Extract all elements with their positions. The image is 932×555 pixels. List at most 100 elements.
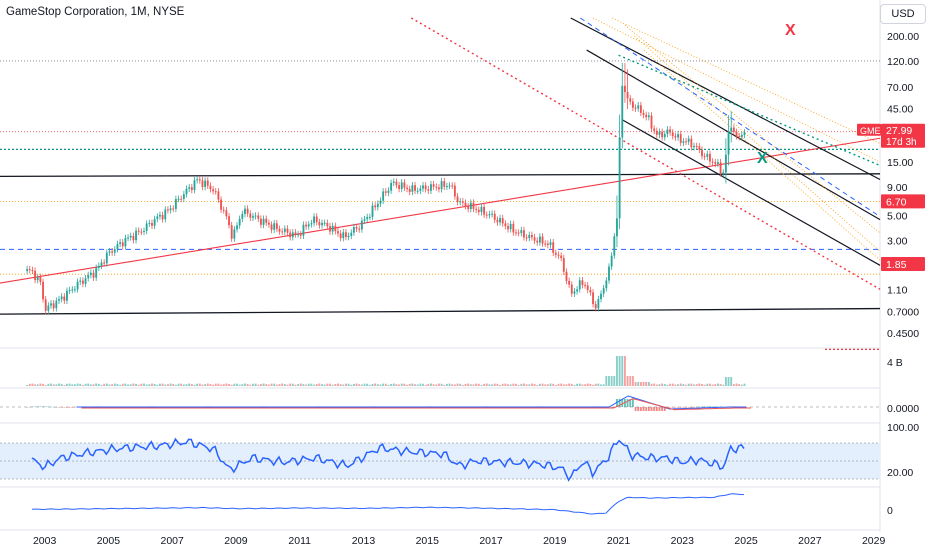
time-axis-label: 2029	[862, 535, 886, 547]
candle-body	[520, 230, 523, 234]
volume-bar	[634, 382, 637, 386]
volume-bar	[313, 384, 315, 386]
volume-bar	[655, 384, 658, 386]
candle-body	[238, 218, 241, 226]
candle-body	[352, 227, 355, 233]
candle-body	[392, 181, 395, 183]
volume-bar	[560, 383, 563, 386]
volume-bar	[275, 384, 278, 386]
macd-bar	[58, 407, 60, 408]
pitchfork-mid-line	[586, 49, 881, 221]
candle-body	[166, 209, 169, 211]
volume-bar	[557, 383, 560, 386]
volume-bar	[376, 384, 379, 386]
macd-bar	[701, 406, 703, 408]
price-axis-label: 9.00	[887, 182, 908, 194]
volume-bar	[345, 383, 347, 386]
candle-body	[459, 201, 462, 203]
candle-body	[52, 303, 55, 309]
candle-body	[28, 269, 31, 271]
candle-body	[222, 209, 225, 211]
volume-bar	[217, 383, 220, 386]
macd-bar	[639, 407, 642, 411]
candle-body	[299, 234, 302, 236]
candle-body	[177, 198, 180, 200]
candle-body	[427, 189, 430, 191]
volume-bar	[594, 383, 597, 386]
volume-bar	[605, 376, 608, 386]
macd-bar	[655, 407, 658, 411]
candle-body	[95, 267, 98, 278]
candle-body	[63, 296, 66, 301]
time-axis-label: 2019	[543, 535, 567, 547]
volume-bar	[719, 384, 722, 386]
currency-button[interactable]: USD	[880, 4, 926, 24]
candle-body	[724, 154, 727, 173]
volume-bar	[743, 383, 746, 386]
macd-bar	[650, 407, 653, 411]
macd-bar	[711, 406, 714, 407]
volume-bar	[400, 383, 403, 386]
volume-bar	[472, 384, 475, 386]
candle-body	[456, 196, 459, 203]
volume-bar	[445, 383, 448, 386]
volume-bar	[347, 383, 350, 386]
candle-body	[376, 203, 379, 208]
candle-body	[92, 272, 95, 278]
candle-body	[637, 105, 640, 109]
candle-body	[647, 115, 650, 118]
candle-body	[499, 218, 501, 223]
volume-bar	[491, 384, 494, 386]
candle-body	[578, 280, 581, 290]
candle-body	[706, 153, 709, 157]
volume-bar	[44, 384, 47, 386]
candle-body	[584, 285, 587, 287]
candle-body	[568, 280, 571, 285]
volume-bar	[350, 384, 353, 386]
candle-body	[461, 201, 464, 203]
candle-body	[331, 225, 334, 232]
volume-bar	[443, 384, 446, 386]
candle-body	[233, 229, 236, 239]
volume-bar	[66, 383, 68, 386]
candle-body	[403, 182, 406, 188]
candle-body	[642, 112, 645, 115]
volume-bar	[483, 383, 486, 386]
volume-bar	[28, 383, 31, 386]
candle-body	[259, 218, 262, 225]
candle-body	[100, 262, 103, 266]
volume-bar	[190, 383, 193, 386]
volume-bar	[97, 383, 100, 386]
volume-bar	[645, 382, 648, 386]
candle-body	[143, 230, 145, 232]
candle-body	[289, 232, 292, 238]
candle-body	[565, 271, 568, 281]
candle-body	[315, 216, 318, 223]
volume-bar	[193, 384, 196, 386]
volume-bar	[403, 383, 406, 386]
volume-bar	[430, 383, 432, 386]
volume-bar	[735, 383, 738, 386]
candle-body	[666, 129, 669, 135]
volume-bar	[406, 384, 408, 386]
candle-body	[576, 289, 579, 292]
volume-bar	[185, 384, 188, 386]
candle-body	[740, 134, 743, 137]
candle-body	[517, 232, 520, 234]
rsi-axis-label-high: 100.00	[887, 422, 919, 434]
candle-body	[464, 202, 467, 207]
volume-bar	[586, 383, 589, 386]
candle-body	[390, 182, 393, 191]
candle-body	[453, 185, 456, 197]
volume-bar	[283, 384, 286, 386]
candle-body	[661, 131, 664, 138]
volume-bar	[573, 384, 576, 386]
volume-bar	[257, 384, 260, 386]
candle-body	[103, 262, 106, 264]
macd-bar	[674, 407, 677, 408]
candle-body	[220, 199, 222, 210]
macd-bar	[610, 407, 613, 408]
candle-body	[623, 85, 626, 93]
